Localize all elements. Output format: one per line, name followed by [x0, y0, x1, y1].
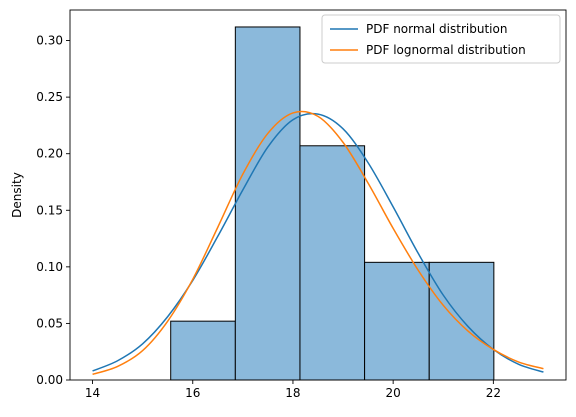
- histogram-bar: [299, 145, 366, 381]
- y-tick-label: 0.05: [36, 316, 63, 330]
- legend-box: [321, 14, 561, 64]
- axes-frame: [69, 9, 567, 381]
- legend-label: PDF lognormal distribution: [366, 43, 526, 57]
- legend: PDF normal distribution PDF lognormal dis…: [321, 14, 561, 64]
- y-tick-label: 0.20: [36, 147, 63, 161]
- y-tick-label: 0.30: [36, 34, 63, 48]
- x-tick-label: 14: [85, 386, 100, 400]
- y-axis-ticks: 0.00 0.05 0.10 0.15 0.20 0.25 0.30: [36, 34, 70, 387]
- y-tick-label: 0.00: [36, 373, 63, 387]
- y-tick-label: 0.25: [36, 90, 63, 104]
- x-tick-label: 20: [386, 386, 401, 400]
- y-axis-label: Density: [10, 172, 24, 218]
- x-tick-label: 22: [486, 386, 501, 400]
- pdf-lines: [92, 110, 544, 376]
- y-tick-label: 0.10: [36, 260, 63, 274]
- x-axis-ticks: 14 16 18 20 22: [85, 380, 501, 400]
- x-tick-label: 16: [185, 386, 200, 400]
- histogram-bar: [364, 261, 430, 381]
- legend-label: PDF normal distribution: [366, 22, 507, 36]
- histogram-bars: [170, 26, 495, 381]
- histogram-bar: [170, 320, 236, 381]
- y-tick-label: 0.15: [36, 203, 63, 217]
- histogram-bar: [428, 261, 495, 381]
- series-line-pdf-normal-distribution: [92, 112, 544, 373]
- series-line-pdf-lognormal-distribution: [92, 110, 544, 376]
- histogram-bar: [234, 26, 301, 381]
- x-tick-label: 18: [285, 386, 300, 400]
